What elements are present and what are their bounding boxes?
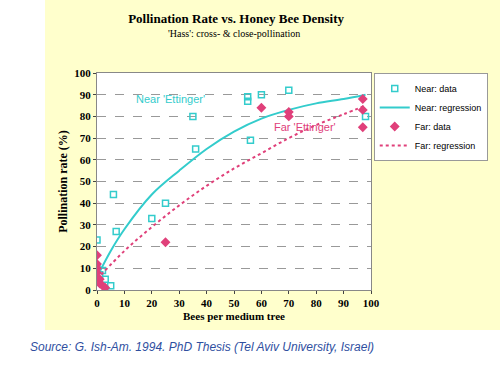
- svg-text:20: 20: [80, 240, 92, 252]
- svg-text:Bees per medium tree: Bees per medium tree: [183, 310, 285, 322]
- svg-text:Far: data: Far: data: [415, 122, 451, 132]
- svg-text:60: 60: [256, 297, 268, 309]
- svg-text:10: 10: [80, 262, 92, 274]
- svg-text:40: 40: [80, 197, 92, 209]
- svg-text:50: 50: [229, 297, 241, 309]
- svg-text:30: 30: [174, 297, 186, 309]
- svg-text:'Hass': cross- & close-pollina: 'Hass': cross- & close-pollination: [168, 28, 300, 39]
- svg-text:Pollination Rate vs. Honey Bee: Pollination Rate vs. Honey Bee Density: [128, 11, 344, 26]
- html-text:Source: G. Ish-Am. 1994. PhD T: Source: G. Ish-Am. 1994. PhD Thesis (Tel…: [30, 340, 375, 354]
- svg-text:100: 100: [74, 67, 91, 79]
- svg-text:40: 40: [201, 297, 213, 309]
- svg-text:70: 70: [283, 297, 295, 309]
- svg-text:60: 60: [80, 154, 92, 166]
- svg-text:10: 10: [119, 297, 130, 309]
- svg-text:Far: regression: Far: regression: [415, 141, 476, 151]
- svg-text:90: 90: [80, 89, 92, 101]
- svg-text:Near: data: Near: data: [415, 84, 457, 94]
- svg-text:Pollination rate (%): Pollination rate (%): [56, 130, 70, 233]
- svg-text:Near 'Ettinger': Near 'Ettinger': [136, 93, 205, 105]
- svg-text:100: 100: [363, 297, 380, 309]
- svg-text:80: 80: [80, 110, 92, 122]
- svg-text:70: 70: [80, 132, 92, 144]
- svg-text:0: 0: [94, 297, 100, 309]
- svg-text:50: 50: [80, 175, 92, 187]
- svg-text:Far 'Ettinger': Far 'Ettinger': [274, 121, 336, 133]
- svg-text:80: 80: [311, 297, 323, 309]
- svg-text:Near: regression: Near: regression: [415, 103, 482, 113]
- svg-text:0: 0: [85, 284, 91, 296]
- svg-text:20: 20: [146, 297, 158, 309]
- svg-text:90: 90: [338, 297, 350, 309]
- svg-text:30: 30: [80, 219, 92, 231]
